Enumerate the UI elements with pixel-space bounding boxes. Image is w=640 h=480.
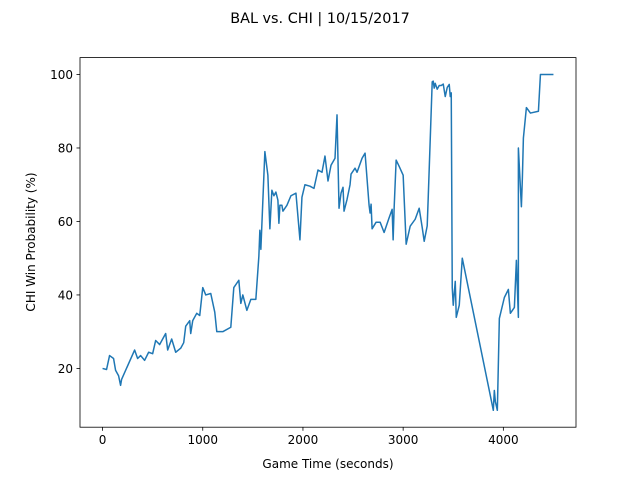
x-tick-label: 4000: [488, 433, 519, 447]
y-tick-label: 100: [50, 68, 73, 82]
y-tick-label: 80: [58, 141, 73, 155]
x-tick-label: 0: [99, 433, 107, 447]
x-tick-label: 3000: [388, 433, 419, 447]
y-tick-label: 60: [58, 215, 73, 229]
y-axis-label: CHI Win Probability (%): [24, 172, 38, 311]
x-tick-label: 1000: [187, 433, 218, 447]
y-tick-label: 20: [58, 362, 73, 376]
axes-frame: [79, 57, 577, 428]
chart-title: BAL vs. CHI | 10/15/2017: [230, 11, 410, 27]
x-tick-label: 2000: [288, 433, 319, 447]
data-line: [102, 73, 554, 412]
x-axis-label: Game Time (seconds): [262, 457, 393, 471]
y-tick-label: 40: [58, 288, 73, 302]
